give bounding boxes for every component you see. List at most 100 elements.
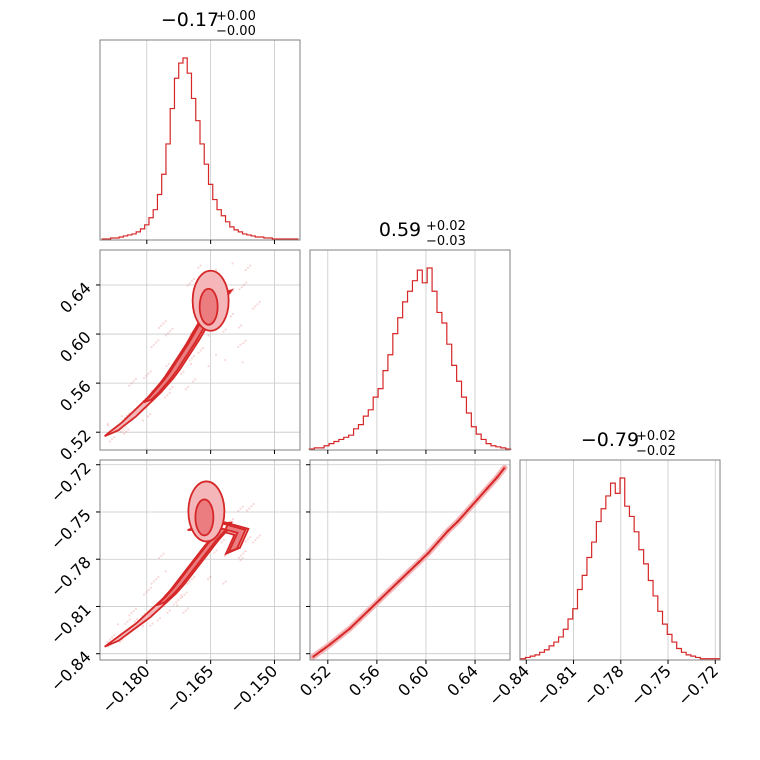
- sample-point: [199, 349, 202, 352]
- density-contour-line: [312, 467, 506, 658]
- sample-point: [214, 353, 218, 356]
- sample-point: [246, 266, 250, 269]
- sample-point: [165, 365, 168, 368]
- sample-point: [193, 277, 196, 281]
- y-tick-label: −0.75: [47, 505, 95, 553]
- sample-point: [231, 312, 235, 316]
- sample-point: [239, 507, 242, 510]
- sample-point: [147, 588, 150, 592]
- sample-point: [124, 622, 127, 626]
- sample-point: [141, 419, 145, 422]
- sample-point: [164, 396, 167, 399]
- sample-point: [214, 268, 218, 271]
- sample-point: [242, 283, 246, 287]
- sample-point: [244, 540, 247, 543]
- sample-point: [182, 611, 185, 614]
- x-tick-label: 0.56: [345, 661, 384, 700]
- sample-point: [127, 428, 130, 431]
- sample-point: [164, 320, 167, 323]
- sample-point: [476, 497, 479, 501]
- sample-point: [166, 611, 169, 614]
- sample-point: [125, 430, 128, 433]
- sample-point: [169, 329, 172, 333]
- sample-point: [194, 378, 197, 381]
- histogram-step-2: [520, 477, 720, 660]
- sample-point: [184, 609, 187, 612]
- sample-point: [130, 382, 133, 385]
- sample-point: [248, 507, 251, 510]
- sample-point: [143, 593, 146, 596]
- sample-point: [237, 345, 240, 348]
- sample-point: [495, 475, 499, 479]
- y-tick-label: 0.56: [56, 377, 95, 416]
- density-contour-core: [194, 498, 215, 537]
- sample-point: [446, 529, 450, 533]
- sample-point: [158, 617, 162, 620]
- sample-point: [238, 288, 241, 291]
- sample-point: [186, 607, 190, 610]
- sample-point: [231, 262, 234, 265]
- sample-point: [183, 593, 186, 596]
- sample-point: [167, 362, 170, 366]
- x-tick-label: 0.60: [394, 661, 433, 700]
- sample-point: [146, 415, 150, 418]
- x-tick-label: −0.84: [485, 661, 533, 709]
- sample-point: [188, 282, 191, 285]
- y-tick-label: 0.52: [56, 426, 95, 465]
- sample-point: [188, 359, 191, 362]
- sample-point: [407, 570, 411, 574]
- sample-point: [436, 540, 440, 544]
- density-band-outer: [310, 464, 508, 660]
- y-tick-label: −0.81: [47, 600, 95, 648]
- sample-point: [245, 509, 249, 512]
- sample-point: [244, 339, 247, 342]
- sample-point: [387, 589, 391, 593]
- x-tick-label: −0.165: [162, 661, 217, 716]
- sample-point: [190, 357, 194, 360]
- sample-point: [237, 509, 240, 513]
- sample-point: [249, 536, 252, 539]
- sample-point: [188, 580, 191, 583]
- sample-point: [237, 326, 241, 329]
- sample-point: [240, 554, 243, 557]
- sample-point: [149, 624, 152, 627]
- pair-frame-0-2: [99, 459, 301, 661]
- sample-point: [231, 518, 235, 521]
- sample-point: [215, 549, 218, 552]
- histogram-step-0: [101, 57, 299, 240]
- sample-point: [175, 601, 178, 604]
- sample-point: [193, 575, 196, 579]
- histogram-step-1: [308, 267, 512, 450]
- sample-point: [246, 538, 250, 541]
- sample-point: [134, 607, 138, 610]
- sample-point: [108, 440, 111, 443]
- sample-point: [466, 508, 470, 512]
- x-tick-label: −0.180: [98, 661, 153, 716]
- x-tick-label: 0.64: [443, 661, 482, 700]
- sample-point: [132, 380, 135, 383]
- sample-point: [110, 636, 114, 639]
- sample-point: [128, 384, 131, 387]
- sample-point: [229, 315, 232, 318]
- sample-point: [240, 324, 243, 327]
- sample-point: [239, 343, 242, 346]
- sample-point: [427, 551, 430, 555]
- pair-frame-1-2: [309, 459, 511, 661]
- sample-point: [224, 358, 227, 362]
- sample-point: [358, 617, 362, 621]
- sample-point: [503, 466, 506, 470]
- sample-point: [175, 604, 179, 607]
- sample-point: [128, 618, 131, 621]
- sample-point: [106, 424, 110, 427]
- sample-point: [254, 305, 257, 308]
- sample-point: [157, 339, 160, 342]
- sample-point: [154, 341, 158, 344]
- sample-point: [209, 575, 212, 579]
- sample-point: [201, 347, 204, 350]
- sample-point: [241, 361, 244, 364]
- sample-point: [180, 594, 183, 597]
- sample-point: [254, 538, 257, 542]
- sample-point: [244, 268, 247, 272]
- sample-point: [164, 570, 167, 573]
